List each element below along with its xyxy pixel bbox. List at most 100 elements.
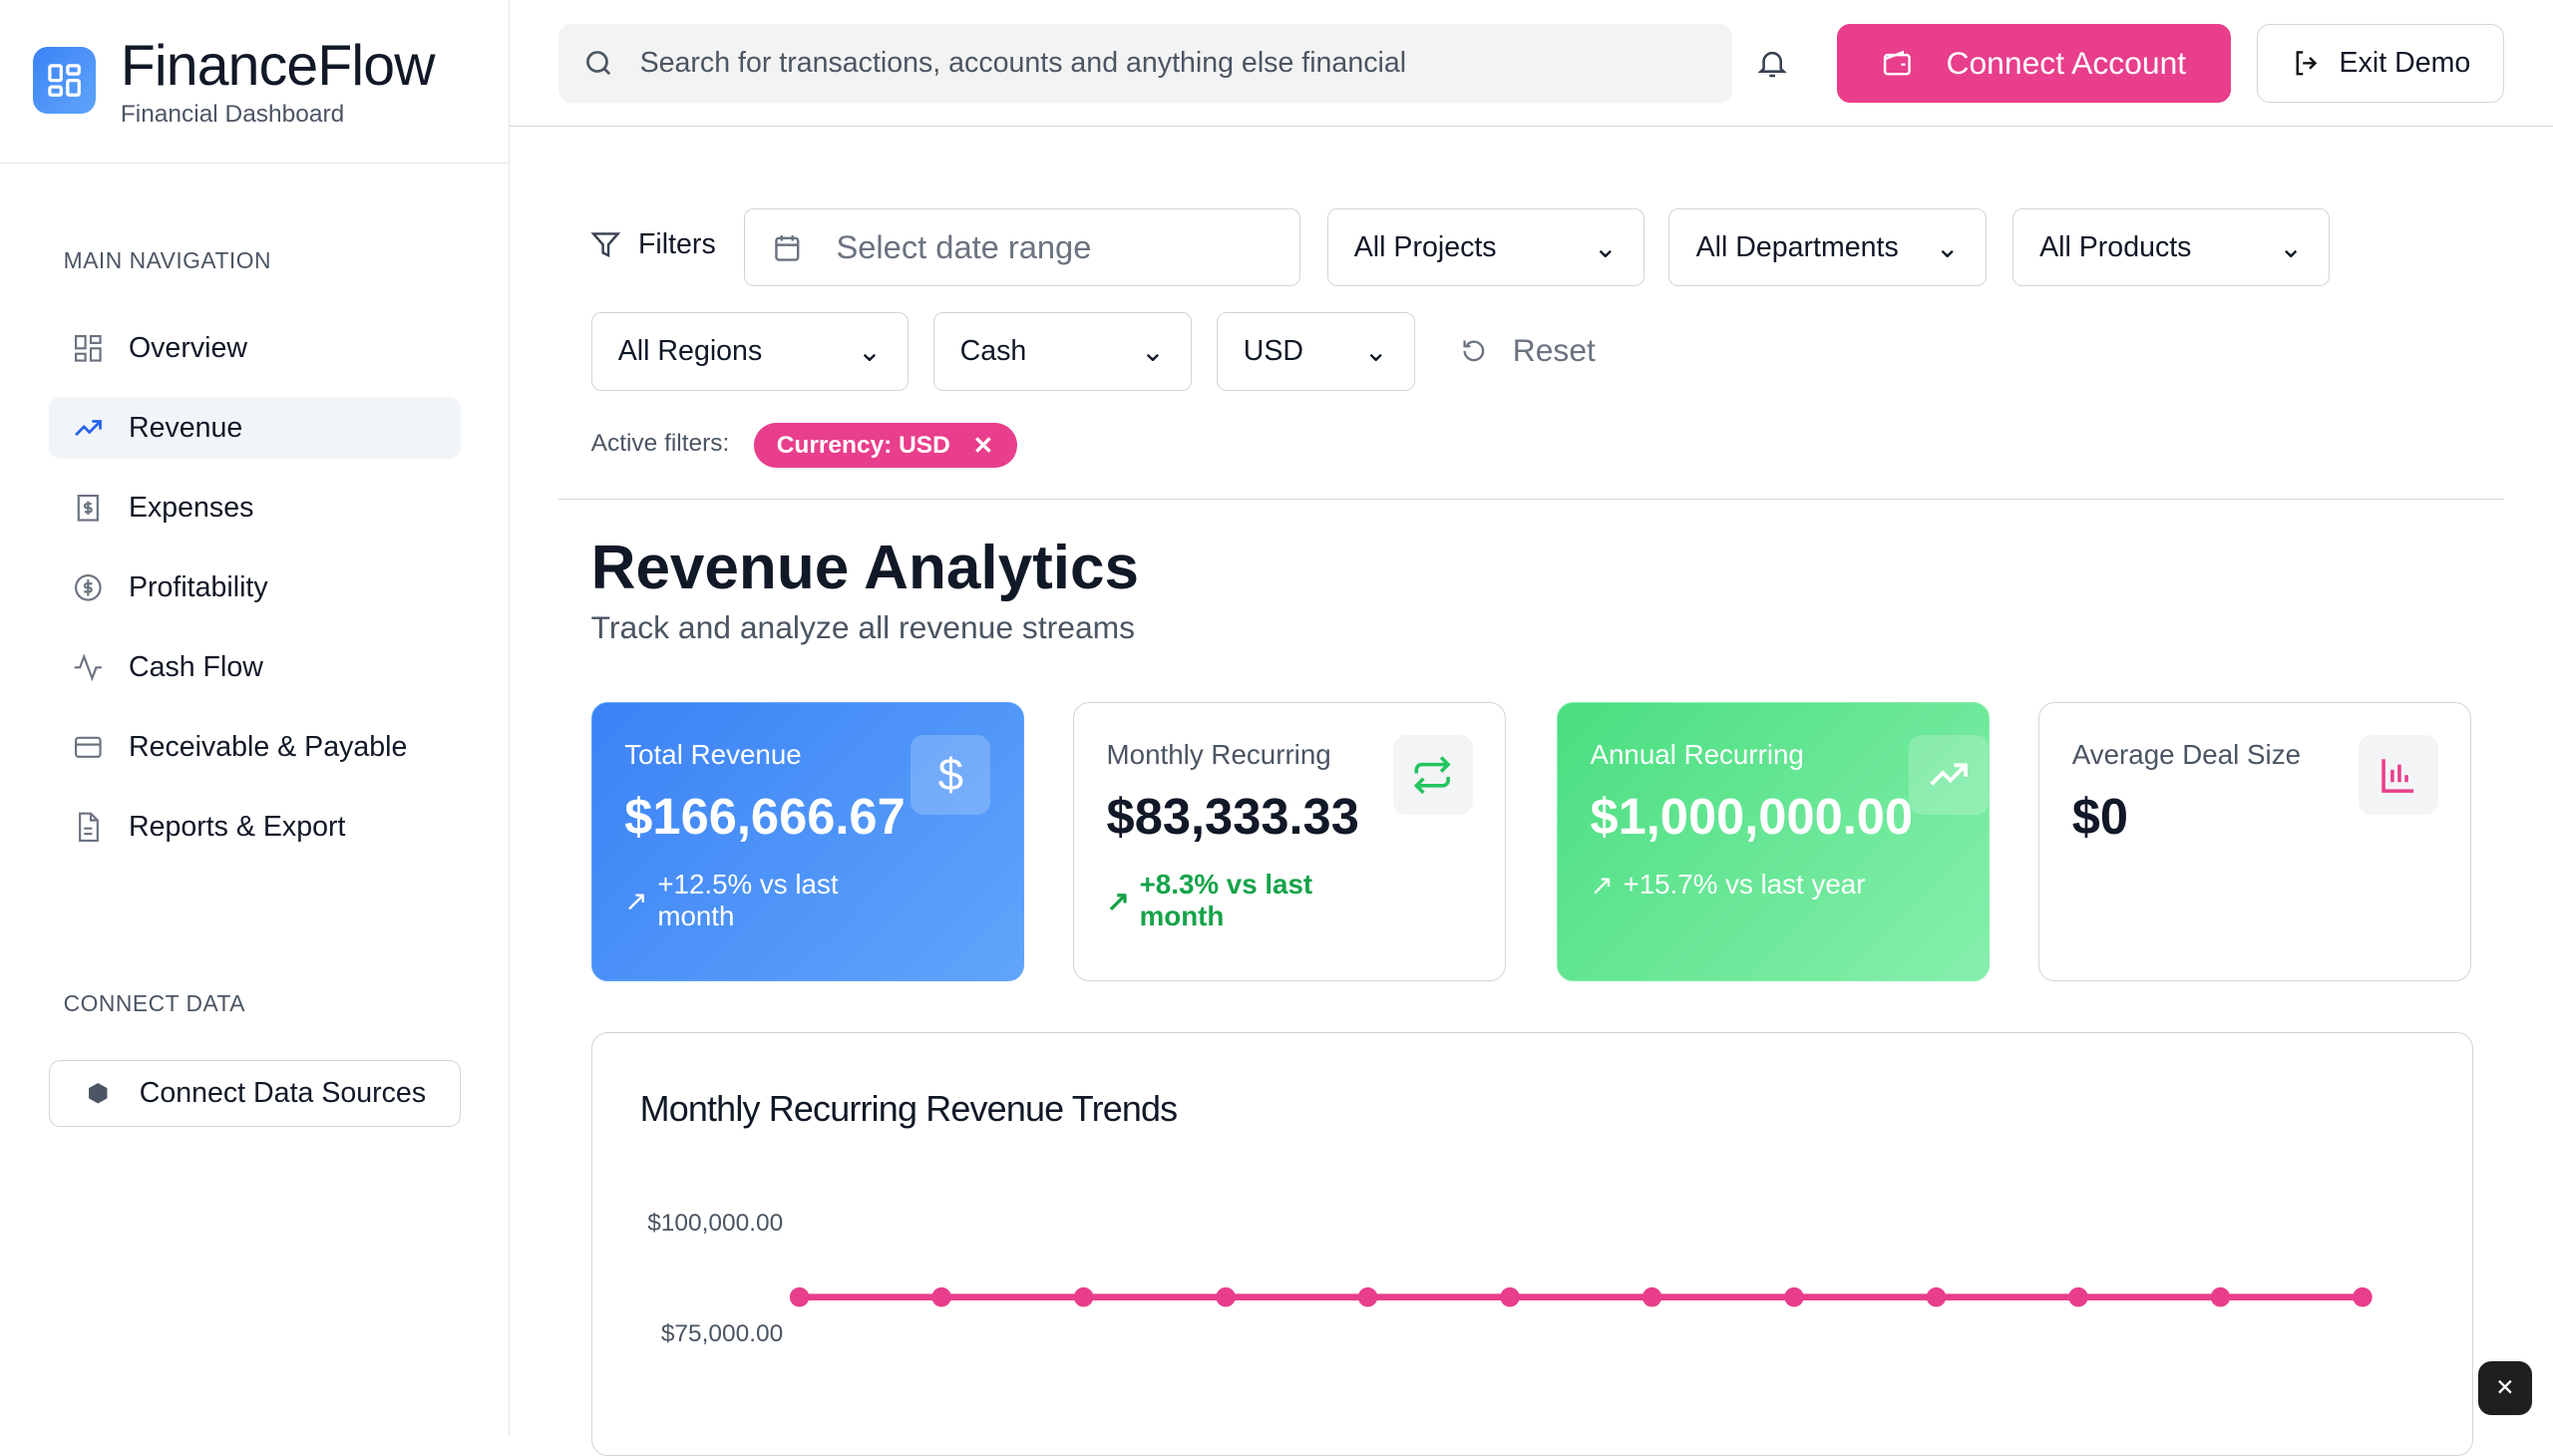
- card-change: ↗ +15.7% vs last year: [1590, 869, 1948, 902]
- currency-select[interactable]: USD ⌄: [1216, 312, 1415, 391]
- card-value: $0: [2071, 787, 2128, 845]
- connect-account-button[interactable]: Connect Account: [1836, 24, 2231, 103]
- sidebar-item-receivable-payable[interactable]: Receivable & Payable: [49, 716, 461, 778]
- sidebar-item-overview[interactable]: Overview: [49, 317, 461, 379]
- data-point[interactable]: [1784, 1286, 1804, 1307]
- divider: [557, 498, 2504, 500]
- search-input[interactable]: Search for transactions, accounts and an…: [557, 24, 1733, 103]
- reset-button[interactable]: Reset: [1460, 332, 1596, 369]
- search-icon: [586, 51, 611, 76]
- card-value: $166,666.67: [624, 787, 906, 845]
- data-point[interactable]: [931, 1286, 951, 1307]
- sidebar-item-profitability[interactable]: Profitability: [49, 556, 461, 618]
- departments-value: All Departments: [1695, 230, 1899, 263]
- currency-value: USD: [1243, 335, 1303, 368]
- close-icon: ✕: [2495, 1374, 2515, 1401]
- active-filter-chip: Currency: USD ✕: [753, 423, 1018, 468]
- data-point[interactable]: [2068, 1286, 2088, 1307]
- accounting-basis-select[interactable]: Cash ⌄: [932, 312, 1193, 391]
- grid-icon: [74, 335, 102, 362]
- sidebar-item-reports-export[interactable]: Reports & Export: [49, 796, 461, 858]
- top-bar: [510, 0, 2553, 128]
- data-point[interactable]: [1926, 1286, 1947, 1307]
- connect-data-sources-label: Connect Data Sources: [139, 1076, 427, 1109]
- card-label: Monthly Recurring: [1106, 738, 1331, 770]
- chip-label: Currency: USD: [776, 431, 950, 459]
- connect-data-sources-button[interactable]: Connect Data Sources: [48, 1059, 462, 1127]
- trending-up-icon: ↗: [1106, 886, 1130, 917]
- data-point[interactable]: [2353, 1286, 2372, 1307]
- regions-value: All Regions: [617, 335, 763, 368]
- file-icon: [78, 812, 99, 843]
- trending-up-icon: ↗: [624, 886, 648, 917]
- cube-icon: [88, 1083, 108, 1104]
- trending-up-icon: ↗: [1590, 869, 1614, 901]
- change-text: +15.7% vs last year: [1623, 868, 1866, 900]
- products-select[interactable]: All Products ⌄: [2011, 207, 2331, 287]
- data-point[interactable]: [1073, 1286, 1094, 1307]
- sidebar-item-label: Reports & Export: [128, 810, 346, 843]
- card-change: ↗ +8.3% vs last month: [1107, 869, 1392, 932]
- data-point[interactable]: [1641, 1286, 1662, 1307]
- divider: [0, 163, 511, 164]
- chart-title: Monthly Recurring Revenue Trends: [639, 1087, 1179, 1129]
- projects-value: All Projects: [1353, 230, 1497, 263]
- sidebar-item-cash-flow[interactable]: Cash Flow: [49, 636, 461, 698]
- credit-card-icon: [74, 736, 102, 758]
- data-point[interactable]: [1357, 1286, 1378, 1307]
- exit-demo-button[interactable]: Exit Demo: [2256, 24, 2504, 103]
- data-point[interactable]: [1500, 1286, 1520, 1307]
- sidebar-item-revenue[interactable]: Revenue: [48, 397, 462, 460]
- filters-label: Filters: [589, 228, 716, 261]
- card-value: $83,333.33: [1106, 787, 1359, 845]
- close-icon[interactable]: ✕: [972, 432, 994, 460]
- bar-chart-icon: [2358, 735, 2438, 816]
- data-point[interactable]: [1216, 1286, 1236, 1307]
- sidebar-item-label: Overview: [128, 331, 247, 364]
- sidebar-item-expenses[interactable]: Expenses: [49, 477, 461, 539]
- card-label: Average Deal Size: [2071, 738, 2302, 770]
- bell-icon[interactable]: [1755, 46, 1789, 87]
- calendar-icon: [775, 234, 800, 261]
- card-value: $1,000,000.00: [1590, 787, 1914, 845]
- chevron-down-icon: ⌄: [1363, 336, 1388, 369]
- receipt-icon: [77, 495, 99, 522]
- data-point[interactable]: [789, 1286, 810, 1307]
- trending-up-icon: [1909, 735, 1990, 816]
- connect-data-heading: CONNECT DATA: [63, 989, 245, 1016]
- regions-select[interactable]: All Regions ⌄: [590, 312, 909, 391]
- products-value: All Products: [2039, 230, 2192, 263]
- projects-select[interactable]: All Projects ⌄: [1326, 207, 1644, 287]
- reset-icon: [1463, 340, 1485, 361]
- card-label: Annual Recurring: [1590, 738, 1804, 770]
- data-point[interactable]: [2210, 1286, 2231, 1307]
- chevron-down-icon: ⌄: [1593, 231, 1618, 264]
- reset-label: Reset: [1512, 332, 1596, 369]
- brand-subtitle: Financial Dashboard: [120, 101, 345, 129]
- y-tick-label: $75,000.00: [660, 1320, 784, 1348]
- date-range-picker[interactable]: Select date range: [744, 207, 1301, 287]
- filters-text: Filters: [637, 227, 716, 260]
- trending-up-icon: [74, 420, 102, 437]
- close-button[interactable]: ✕: [2477, 1360, 2532, 1415]
- filter-icon: [590, 231, 621, 257]
- basis-value: Cash: [959, 335, 1027, 368]
- average-deal-size-card: Average Deal Size $0: [2038, 701, 2472, 982]
- annual-recurring-card: Annual Recurring $1,000,000.00 ↗ +15.7% v…: [1556, 701, 1991, 982]
- sidebar-item-label: Receivable & Payable: [128, 730, 408, 763]
- monthly-recurring-card: Monthly Recurring $83,333.33 ↗ +8.3% vs l…: [1072, 701, 1507, 982]
- change-text: +8.3% vs last month: [1139, 868, 1313, 931]
- search-placeholder: Search for transactions, accounts and an…: [639, 47, 1407, 80]
- repeat-icon: [1392, 735, 1473, 816]
- sidebar-item-label: Expenses: [128, 491, 254, 524]
- page-title: Revenue Analytics: [590, 533, 1139, 602]
- chevron-down-icon: ⌄: [857, 336, 882, 369]
- card-change: ↗ +12.5% vs last month: [624, 869, 910, 932]
- departments-select[interactable]: All Departments ⌄: [1668, 207, 1987, 287]
- chevron-down-icon: ⌄: [1935, 231, 1960, 264]
- sidebar-item-label: Profitability: [128, 570, 268, 603]
- activity-icon: [74, 653, 102, 682]
- main-navigation-heading: MAIN NAVIGATION: [63, 247, 271, 274]
- change-text: +12.5% vs last month: [657, 868, 839, 931]
